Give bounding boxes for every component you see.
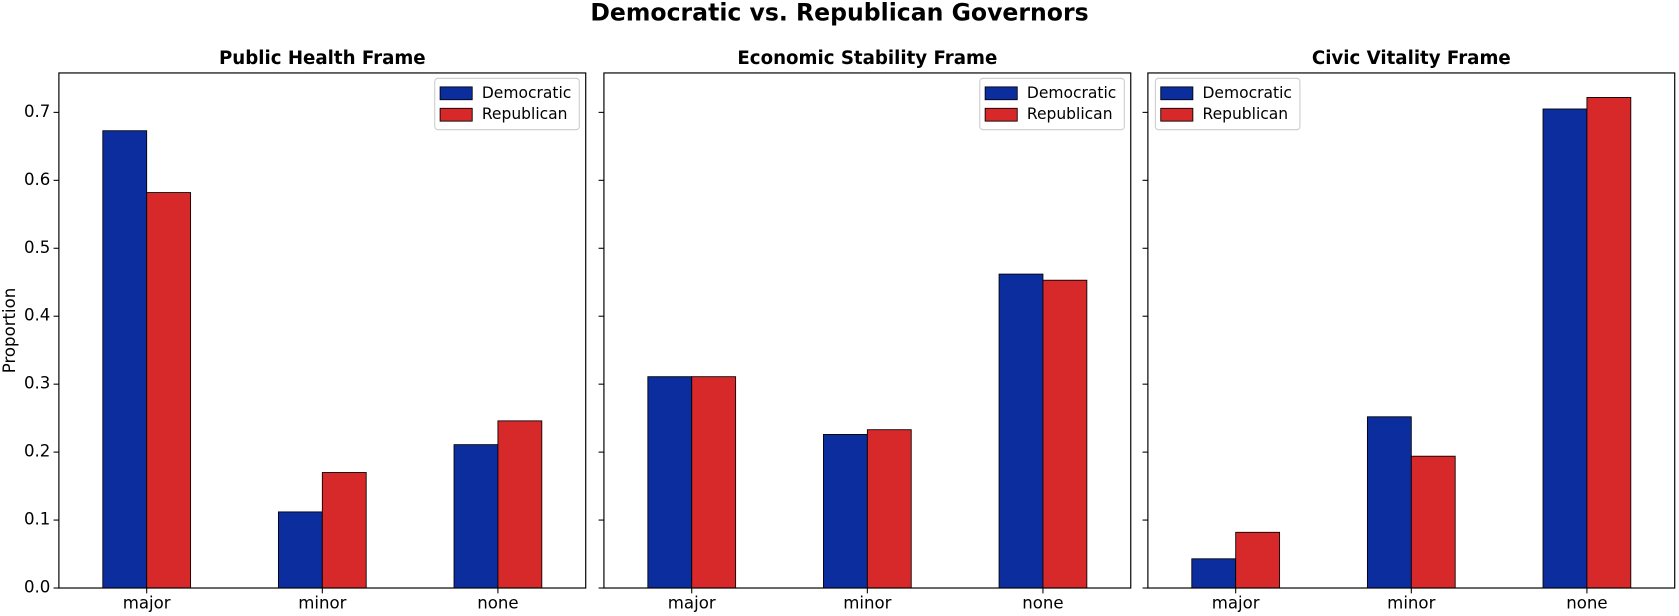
- x-tick-label: minor: [1387, 594, 1435, 613]
- x-tick-label: major: [123, 594, 171, 613]
- legend: Democratic Republican: [434, 77, 580, 131]
- y-tick-label: 0.7: [24, 102, 50, 121]
- bar: [146, 192, 192, 589]
- panel-title: Civic Vitality Frame: [1312, 48, 1511, 69]
- legend-swatch: [984, 86, 1018, 101]
- bar: [1410, 455, 1456, 589]
- legend-swatch: [439, 107, 473, 122]
- legend-swatch: [1160, 107, 1194, 122]
- bar: [1542, 108, 1588, 589]
- bar: [1235, 531, 1281, 589]
- bar: [102, 130, 148, 589]
- legend-swatch: [984, 107, 1018, 122]
- legend-label: Democratic: [1027, 84, 1116, 102]
- y-tick-label: 0.6: [24, 170, 50, 189]
- legend-label: Republican: [482, 105, 568, 123]
- y-tick-label: 0.3: [24, 374, 50, 393]
- x-tick-label: major: [1212, 594, 1260, 613]
- legend-label: Democratic: [482, 84, 571, 102]
- x-tick-label: major: [668, 594, 716, 613]
- plot-frame: [603, 72, 1132, 589]
- y-tick-label: 0.4: [24, 306, 50, 325]
- x-tick-label: none: [1566, 594, 1607, 613]
- bar: [866, 429, 912, 589]
- y-tick-label: 0.0: [24, 578, 50, 597]
- bar: [647, 376, 693, 589]
- bar: [1586, 96, 1632, 589]
- y-axis-label: Proportion: [0, 288, 19, 374]
- y-tick-label: 0.5: [24, 238, 50, 257]
- bar: [497, 420, 543, 589]
- x-tick-label: none: [1022, 594, 1063, 613]
- bar: [823, 434, 868, 589]
- legend: Democratic Republican: [979, 77, 1125, 131]
- legend-swatch: [1160, 86, 1194, 101]
- bar: [321, 472, 367, 589]
- x-tick-label: minor: [298, 594, 346, 613]
- panel-title: Public Health Frame: [219, 48, 426, 69]
- x-tick-label: none: [477, 594, 518, 613]
- legend-label: Republican: [1202, 105, 1288, 123]
- bar: [277, 511, 323, 589]
- bar: [1042, 279, 1088, 589]
- panel-title: Economic Stability Frame: [737, 48, 997, 69]
- bar: [691, 376, 737, 589]
- y-tick-label: 0.1: [24, 510, 50, 529]
- legend-label: Democratic: [1202, 84, 1291, 102]
- bar: [1191, 558, 1237, 589]
- legend: Democratic Republican: [1154, 77, 1301, 131]
- bar: [1366, 416, 1412, 589]
- bar: [998, 273, 1044, 589]
- y-tick-label: 0.2: [24, 442, 50, 461]
- legend-swatch: [439, 86, 473, 101]
- legend-label: Republican: [1027, 105, 1113, 123]
- x-tick-label: minor: [843, 594, 891, 613]
- figure-title: Democratic vs. Republican Governors: [590, 0, 1088, 27]
- plot-frame: [58, 72, 587, 589]
- bar: [453, 444, 499, 589]
- plot-frame: [1147, 72, 1676, 589]
